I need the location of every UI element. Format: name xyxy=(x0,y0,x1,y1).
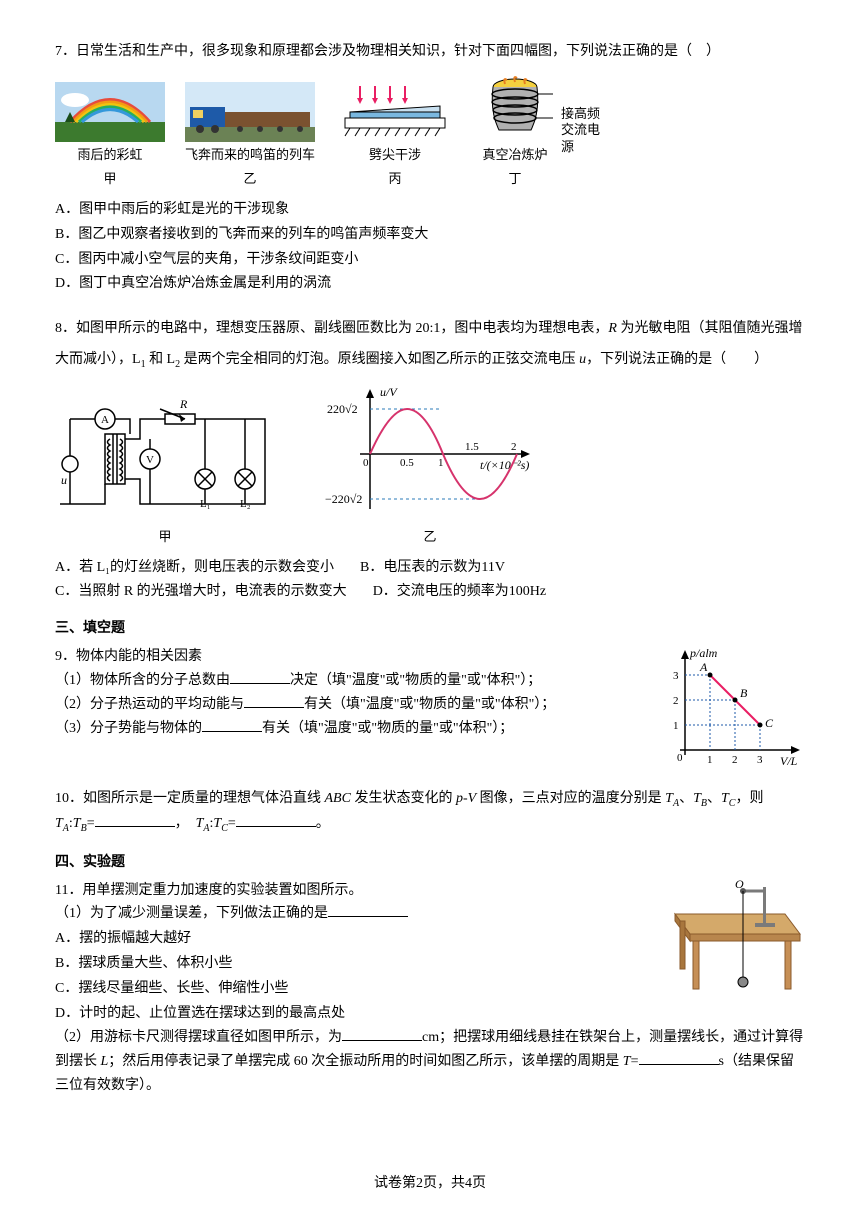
rainbow-icon xyxy=(55,82,165,142)
q7-opt-d: D．图丁中真空冶炼炉冶炼金属是利用的涡流 xyxy=(55,272,805,296)
q8-r: R xyxy=(608,321,617,336)
svg-text:O: O xyxy=(735,879,744,891)
q9-title: 物体内能的相关因素 xyxy=(76,649,202,664)
svg-text:A: A xyxy=(101,414,109,426)
q7-images: 雨后的彩虹 甲 飞奔而来的鸣笛的列车 乙 xyxy=(55,72,805,190)
q7-img-ding: 真空冶炼炉 丁 接高频交流电源 xyxy=(475,72,611,190)
question-11: O 11．用单摆测定重力加速度的实验装置如图所示。 （1）为了减少测量误差，下列… xyxy=(55,879,805,1098)
wedge-icon xyxy=(335,82,455,142)
blank[interactable] xyxy=(236,813,316,827)
question-7: 7．日常生活和生产中，很多现象和原理都会涉及物理相关知识，针对下面四幅图，下列说… xyxy=(55,40,805,296)
q8-options: A．若 L₁的灯丝烧断，则电压表的示数会变小 B．电压表的示数为11V xyxy=(55,556,805,580)
q8-opt-d: D．交流电压的频率为100Hz xyxy=(373,580,546,604)
svg-text:3: 3 xyxy=(757,754,763,766)
pendulum-table-icon: O xyxy=(655,879,805,999)
svg-text:−220√2: −220√2 xyxy=(325,492,362,506)
svg-text:A: A xyxy=(699,660,708,674)
svg-text:V/L: V/L xyxy=(780,754,798,768)
q7-options: A．图甲中雨后的彩虹是光的干涉现象 B．图乙中观察者接收到的飞奔而来的列车的鸣笛… xyxy=(55,198,805,296)
svg-text:2: 2 xyxy=(511,441,517,453)
q8-opt-b: B．电压表的示数为11V xyxy=(360,556,505,580)
furnace-icon xyxy=(475,72,555,142)
question-10: 10．如图所示是一定质量的理想气体沿直线 ABC 发生状态变化的 p-V 图像，… xyxy=(55,787,805,837)
q7-cap1-bot: 甲 xyxy=(103,168,116,190)
section-4-title: 四、实验题 xyxy=(55,851,805,875)
q7-cap2-bot: 乙 xyxy=(244,168,257,190)
blank[interactable] xyxy=(202,718,262,732)
svg-text:2: 2 xyxy=(673,695,679,707)
q11-figure: O xyxy=(655,879,805,999)
svg-text:p/alm: p/alm xyxy=(689,646,718,660)
q7-num: 7． xyxy=(55,44,76,59)
svg-text:0: 0 xyxy=(363,457,369,469)
question-9: p/alm V/L 0 1 2 3 1 2 3 xyxy=(55,645,805,775)
pv-chart: p/alm V/L 0 1 2 3 1 2 3 xyxy=(655,645,805,775)
svg-text:C: C xyxy=(765,716,774,730)
sine-graph: u/V t/(×10⁻²s) 0 220√2 −220√2 0.5 1 1.5 … xyxy=(325,384,535,524)
q7-img-jia: 雨后的彩虹 甲 xyxy=(55,82,165,190)
svg-text:0.5: 0.5 xyxy=(400,457,414,469)
circuit-diagram: A u R xyxy=(55,394,275,524)
blank[interactable] xyxy=(342,1027,422,1041)
q8-stem: 8．如图甲所示的电路中，理想变压器原、副线圈匝数比为 20:1，图中电表均为理想… xyxy=(55,314,805,376)
q7-opt-b: B．图乙中观察者接收到的飞奔而来的列车的鸣笛声频率变大 xyxy=(55,223,805,247)
q11-l2: （2）用游标卡尺测得摆球直径如图甲所示，为cm；把摆球用细线悬挂在铁架台上，测量… xyxy=(55,1026,805,1097)
q7-opt-a: A．图甲中雨后的彩虹是光的干涉现象 xyxy=(55,198,805,222)
q10-num: 10． xyxy=(55,791,83,806)
svg-text:3: 3 xyxy=(673,670,679,682)
q8-opt-a: A．若 L₁的灯丝烧断，则电压表的示数会变小 xyxy=(55,556,334,580)
q8-opt-c: C．当照射 R 的光强增大时，电流表的示数变大 xyxy=(55,580,347,604)
q7-cap4-bot: 丁 xyxy=(509,168,522,190)
svg-text:L₁: L₁ xyxy=(200,498,211,510)
svg-text:1.5: 1.5 xyxy=(465,441,479,453)
blank[interactable] xyxy=(95,813,175,827)
svg-text:1: 1 xyxy=(673,720,679,732)
q7-cap3-bot: 丙 xyxy=(389,168,402,190)
page-footer: 试卷第2页，共4页 xyxy=(0,1172,860,1196)
svg-text:u: u xyxy=(61,473,67,487)
q8-graph: u/V t/(×10⁻²s) 0 220√2 −220√2 0.5 1 1.5 … xyxy=(325,384,535,548)
q8-figures: A u R xyxy=(55,384,805,548)
svg-text:R: R xyxy=(179,397,188,411)
q7-cap3-top: 劈尖干涉 xyxy=(369,144,421,166)
q9-chart: p/alm V/L 0 1 2 3 1 2 3 xyxy=(655,645,805,775)
q8-options2: C．当照射 R 的光强增大时，电流表的示数变大 D．交流电压的频率为100Hz xyxy=(55,580,805,604)
svg-text:B: B xyxy=(740,686,748,700)
q8-yi: 乙 xyxy=(423,526,436,548)
svg-text:1: 1 xyxy=(707,754,713,766)
q7-cap1-top: 雨后的彩虹 xyxy=(77,144,142,166)
blank[interactable] xyxy=(639,1051,719,1065)
q8-jia: 甲 xyxy=(158,526,171,548)
q7-stem-text: 日常生活和生产中，很多现象和原理都会涉及物理相关知识，针对下面四幅图，下列说法正… xyxy=(76,44,720,59)
q11-opt-d: D．计时的起、止位置选在摆球达到的最高点处 xyxy=(55,1002,805,1026)
q7-cap4-top: 真空冶炼炉 xyxy=(483,144,548,166)
svg-text:2: 2 xyxy=(732,754,738,766)
blank[interactable] xyxy=(244,694,304,708)
q8-s5: ，下列说法正确的是（ ） xyxy=(586,352,768,367)
svg-text:V: V xyxy=(146,454,154,466)
y-label: u/V xyxy=(380,385,398,399)
section-3-title: 三、填空题 xyxy=(55,617,805,641)
q8-s3: 和 L xyxy=(146,352,176,367)
q8-s1: 如图甲所示的电路中，理想变压器原、副线圈匝数比为 20:1，图中电表均为理想电表… xyxy=(76,321,608,336)
q7-cap2-top: 飞奔而来的鸣笛的列车 xyxy=(185,144,315,166)
q7-ding-side: 接高频交流电源 xyxy=(561,106,611,157)
blank[interactable] xyxy=(328,903,408,917)
q8-circuit: A u R xyxy=(55,394,275,548)
q7-stem: 7．日常生活和生产中，很多现象和原理都会涉及物理相关知识，针对下面四幅图，下列说… xyxy=(55,40,805,64)
svg-text:t/(×10⁻²s): t/(×10⁻²s) xyxy=(480,458,529,472)
q8-s4: 是两个完全相同的灯泡。原线圈接入如图乙所示的正弦交流电压 xyxy=(180,352,579,367)
blank[interactable] xyxy=(230,670,290,684)
q9-num: 9． xyxy=(55,649,76,664)
q7-img-yi: 飞奔而来的鸣笛的列车 乙 xyxy=(185,82,315,190)
svg-text:0: 0 xyxy=(677,752,683,764)
q7-img-bing: 劈尖干涉 丙 xyxy=(335,82,455,190)
question-8: 8．如图甲所示的电路中，理想变压器原、副线圈匝数比为 20:1，图中电表均为理想… xyxy=(55,314,805,603)
svg-text:220√2: 220√2 xyxy=(327,402,358,416)
svg-text:1: 1 xyxy=(438,457,444,469)
svg-text:L₂: L₂ xyxy=(240,498,251,510)
q7-opt-c: C．图丙中减小空气层的夹角，干涉条纹间距变小 xyxy=(55,248,805,272)
train-icon xyxy=(185,82,315,142)
q8-num: 8． xyxy=(55,321,76,336)
